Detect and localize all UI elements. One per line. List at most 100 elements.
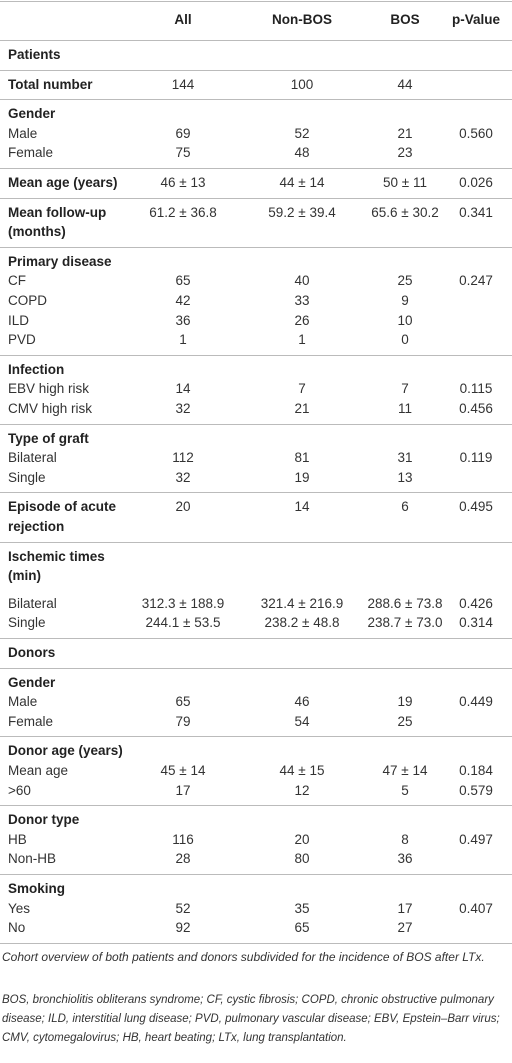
cell-value: 17 [397, 900, 413, 916]
cell-value: 288.6 ± 73.8 [367, 595, 443, 611]
cell-value: 20 [294, 831, 310, 847]
row-label: CMV high risk [8, 401, 93, 416]
section-rule [0, 736, 512, 738]
cell-value: 0.426 [459, 595, 493, 611]
cell-value: 244.1 ± 53.5 [145, 615, 221, 631]
cell-value: 26 [294, 312, 310, 328]
section-rule [0, 638, 512, 639]
cell-value: 54 [294, 713, 310, 729]
cell-value: 65.6 ± 30.2 [371, 204, 439, 220]
cell-value: 46 ± 13 [160, 175, 206, 190]
row-heading: Ischemic times [8, 548, 105, 564]
cell-value: 65 [294, 920, 310, 936]
cell-value: 44 ± 14 [279, 175, 325, 190]
cell-value: 23 [397, 145, 413, 161]
row-heading: Total number [8, 76, 93, 92]
row-heading: Mean follow-up [8, 204, 107, 220]
cell-value: 81 [294, 450, 310, 466]
row-label: HB [8, 831, 27, 847]
cell-value: 238.2 ± 48.8 [264, 615, 340, 631]
row-label: Yes [8, 900, 31, 916]
cell-value: 31 [397, 450, 413, 466]
cell-value: 1 [298, 332, 306, 348]
row-label: COPD [8, 293, 48, 308]
section-rule [0, 541, 512, 543]
cell-value: 0.497 [459, 831, 493, 847]
cell-value: 28 [175, 851, 191, 867]
section-rule [0, 354, 512, 356]
cell-value: 0.341 [459, 204, 493, 220]
row-heading: (min) [8, 568, 41, 584]
cell-value: 52 [175, 900, 191, 916]
cell-value: 32 [175, 469, 191, 485]
row-label: EBV high risk [8, 381, 90, 397]
cell-value: 65 [175, 694, 191, 710]
cell-value: 0.560 [459, 125, 493, 141]
row-heading: Smoking [8, 881, 66, 896]
section-rule [0, 942, 512, 944]
abbreviations: BOS, bronchiolitis obliterans syndrome; … [2, 993, 500, 1044]
row-label: Female [8, 713, 54, 729]
row-label: No [8, 920, 26, 936]
section-rule [0, 874, 512, 875]
cell-value: 7 [298, 381, 306, 397]
cell-value: 144 [171, 76, 195, 92]
cell-value: 312.3 ± 188.9 [141, 595, 225, 611]
cell-value: 79 [175, 713, 191, 729]
cell-value: 59.2 ± 39.4 [268, 204, 336, 220]
column-header: Non-BOS [272, 12, 332, 27]
cell-value: 12 [294, 782, 310, 798]
section-rule [0, 99, 512, 101]
section-rule [0, 667, 512, 669]
cell-value: 75 [175, 145, 191, 161]
cell-value: 1 [179, 332, 187, 348]
cell-value: 13 [397, 469, 413, 485]
cell-value: 0.495 [459, 499, 493, 515]
cell-value: 0.407 [459, 900, 493, 916]
cell-value: 25 [397, 273, 413, 289]
row-heading: Donors [8, 645, 56, 660]
cell-value: 32 [175, 401, 191, 416]
row-heading: Episode of acute [8, 499, 117, 515]
cell-value: 5 [401, 782, 409, 798]
row-label: Male [8, 125, 38, 141]
row-label: Single [8, 615, 46, 631]
cell-value: 8 [401, 831, 409, 847]
caption: Cohort overview of both patients and don… [2, 949, 485, 964]
cell-value: 19 [397, 694, 413, 710]
section-rule [0, 168, 512, 169]
cell-value: 44 ± 15 [279, 763, 325, 778]
cell-value: 21 [294, 401, 310, 416]
cell-value: 112 [172, 450, 194, 466]
cell-value: 14 [175, 381, 191, 397]
cell-value: 25 [397, 713, 413, 729]
cell-value: 20 [175, 499, 191, 515]
cell-value: 36 [175, 312, 191, 328]
column-header: All [174, 12, 192, 27]
row-heading: Type of graft [8, 430, 89, 446]
cell-value: 9 [401, 293, 409, 308]
cell-value: 40 [294, 273, 310, 289]
cell-value: 44 [397, 76, 413, 92]
cell-value: 42 [175, 293, 191, 308]
row-label: CF [8, 273, 26, 289]
cell-value: 321.4 ± 216.9 [260, 595, 344, 611]
cell-value: 0.456 [459, 401, 493, 416]
cell-value: 65 [175, 273, 191, 289]
cell-value: 35 [294, 900, 310, 916]
cell-value: 100 [290, 76, 314, 92]
row-heading: Infection [8, 361, 65, 377]
cell-value: 61.2 ± 36.8 [149, 204, 217, 220]
cell-value: 10 [397, 312, 413, 328]
row-label: ILD [8, 312, 30, 328]
header-rule [0, 40, 512, 41]
cell-value: 33 [294, 293, 310, 308]
cell-value: 0.314 [459, 615, 493, 631]
cell-value: 7 [401, 381, 409, 397]
top-rule [0, 1, 512, 2]
row-heading: Donor age (years) [8, 743, 123, 759]
row-label: Male [8, 694, 38, 710]
column-header: BOS [390, 12, 420, 27]
cell-value: 0.247 [459, 273, 493, 289]
